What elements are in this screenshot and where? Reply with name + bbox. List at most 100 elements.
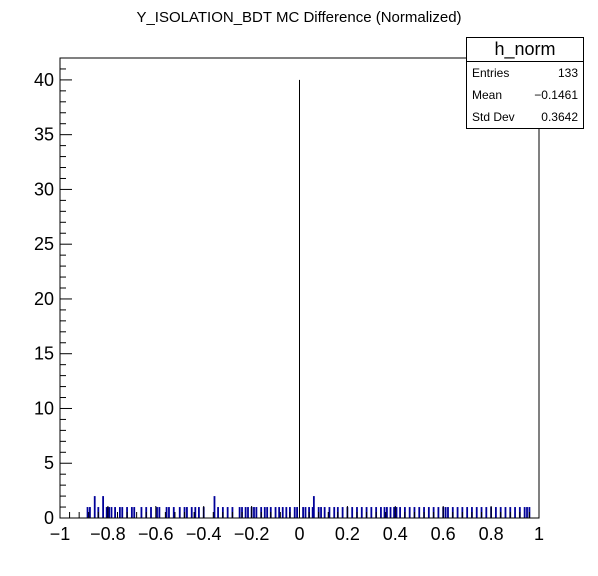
histogram-bar (114, 507, 116, 518)
y-tick-label: 10 (34, 398, 54, 418)
histogram-bar (172, 507, 175, 518)
y-tick-label: 15 (34, 344, 54, 364)
histogram-bar (312, 496, 315, 518)
y-tick-label: 5 (44, 453, 54, 473)
histogram-bar (186, 507, 188, 518)
histogram-bar (118, 507, 121, 518)
histogram-bar (133, 507, 136, 518)
stats-entries-value: 133 (557, 66, 578, 80)
histogram-bar (393, 507, 395, 518)
histogram-bar (389, 507, 392, 518)
histogram-bar (278, 507, 281, 518)
histogram-bar (427, 507, 430, 518)
histogram-bar (395, 507, 398, 518)
histogram-bar (296, 507, 299, 518)
histogram-bar (302, 507, 304, 518)
stats-box: h_norm Entries 133 Mean −0.1461 Std Dev … (466, 37, 584, 129)
histogram-bar (253, 507, 255, 518)
x-tick-label: 0.6 (431, 524, 456, 544)
histogram-bar (380, 507, 382, 518)
histogram-bar (247, 507, 249, 518)
histogram-bar (328, 507, 331, 518)
histogram-bar (93, 496, 96, 518)
histogram-bar (360, 507, 363, 518)
histogram-bar (244, 507, 247, 518)
x-tick-label: 0.4 (383, 524, 408, 544)
histogram-bar (168, 507, 170, 518)
plot-frame (59, 57, 540, 519)
histogram-bar (108, 507, 110, 518)
histogram-bar (504, 507, 507, 518)
histogram-bar (266, 507, 269, 518)
stats-mean-value: −0.1461 (534, 88, 578, 102)
histogram-bar (386, 507, 388, 518)
stats-row-entries: Entries 133 (467, 62, 583, 84)
stats-row-stddev: Std Dev 0.3642 (467, 106, 583, 128)
x-tick-label: 0.8 (479, 524, 504, 544)
histogram-bar (238, 507, 241, 518)
histogram-bar (158, 507, 161, 518)
x-tick-label: −0.2 (234, 524, 270, 544)
histogram-bar (110, 507, 113, 518)
histogram-bar (466, 507, 469, 518)
histogram-bar (526, 507, 528, 518)
histogram-bar (274, 507, 277, 518)
histogram-bar (156, 507, 158, 518)
histogram-bar (293, 507, 296, 518)
histogram-bar (447, 507, 449, 518)
histogram-bar (299, 79, 300, 519)
histogram-bar (320, 507, 322, 518)
histogram-bar (190, 507, 193, 518)
stats-mean-label: Mean (472, 88, 503, 102)
stats-entries-label: Entries (472, 66, 510, 80)
histogram-bar (383, 507, 386, 518)
stats-stddev-value: 0.3642 (541, 110, 578, 124)
x-tick-label: 0.2 (335, 524, 360, 544)
histogram-bar (255, 507, 258, 518)
histogram-bar (217, 507, 219, 518)
histogram-bar (121, 507, 124, 518)
histogram-bar (89, 507, 91, 518)
ticks-group: −1 −0.8 −0.6 −0.4 −0.2 0 0.2 0.4 0.6 0.8 105101520… (34, 68, 544, 544)
histogram-bar (86, 507, 89, 518)
histogram-bar (150, 507, 152, 518)
histogram-bar (105, 507, 108, 518)
histogram-bar (140, 507, 143, 518)
histogram-bar (198, 507, 200, 518)
x-tick-label: −0.6 (138, 524, 174, 544)
histogram-bar (399, 507, 401, 518)
histogram-bar (370, 507, 373, 518)
x-tick-label: −0.8 (90, 524, 126, 544)
histogram-bar (165, 507, 168, 518)
histogram-bar (304, 507, 307, 518)
histogram-bar (226, 507, 229, 518)
histogram-bar (408, 507, 411, 518)
histogram-bar (281, 507, 284, 518)
x-tick-label: −1 (50, 524, 71, 544)
histogram-bar (333, 507, 336, 518)
histogram-bar (285, 507, 288, 518)
histogram-bar (323, 507, 326, 518)
histogram-bar (311, 507, 314, 518)
histogram-bar (456, 507, 459, 518)
histogram-bar (194, 507, 197, 518)
y-tick-label: 0 (44, 508, 54, 528)
histogram-bar (514, 507, 516, 518)
stats-stddev-label: Std Dev (472, 110, 515, 124)
histogram-bar (418, 507, 421, 518)
histogram-bar (213, 496, 216, 518)
y-tick-label: 25 (34, 234, 54, 254)
histogram-bar (523, 507, 526, 518)
histogram-bar (437, 507, 440, 518)
y-tick-label: 35 (34, 125, 54, 145)
histogram-bar (494, 507, 497, 518)
stats-name: h_norm (467, 38, 583, 62)
y-tick-label: 20 (34, 289, 54, 309)
histogram-bar (444, 507, 447, 518)
histogram-bar (102, 496, 105, 518)
histogram-bar (178, 507, 181, 518)
x-tick-label: −0.4 (186, 524, 222, 544)
y-tick-label: 40 (34, 70, 54, 90)
